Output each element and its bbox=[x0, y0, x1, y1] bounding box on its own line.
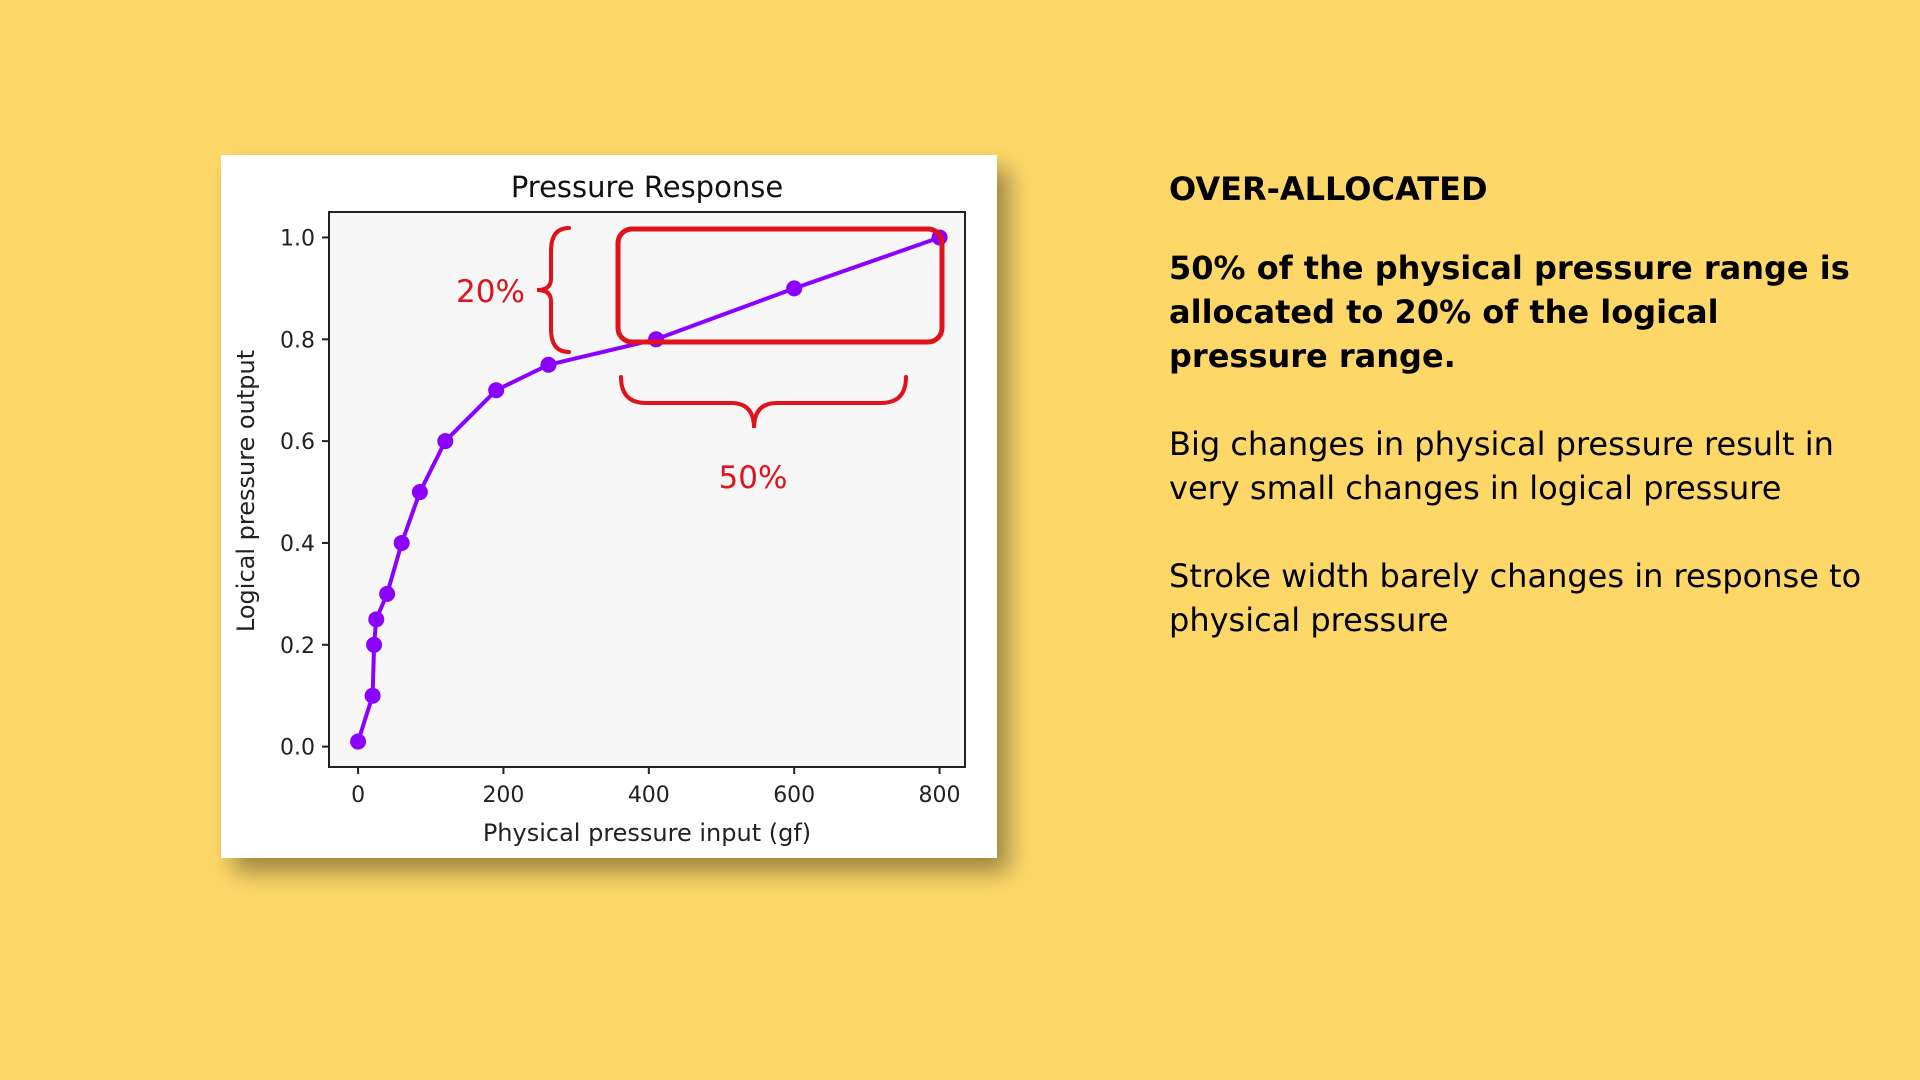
panel-heading: OVER-ALLOCATED bbox=[1169, 170, 1488, 208]
data-point bbox=[540, 356, 557, 373]
data-point bbox=[488, 382, 505, 399]
panel-bold-paragraph: 50% of the physical pressure range is al… bbox=[1169, 249, 1850, 375]
pressure-response-chart: Pressure Response 0 200 400 600 800 0.0 0.2 0.4… bbox=[232, 170, 966, 847]
y-tick-label: 0.0 bbox=[280, 736, 315, 761]
y-tick-label: 1.0 bbox=[280, 226, 315, 251]
panel-paragraph-1: Big changes in physical pressure result … bbox=[1169, 425, 1834, 507]
horizontal-brace bbox=[619, 375, 908, 429]
y-axis-label: Logical pressure output bbox=[232, 350, 260, 632]
data-point bbox=[366, 636, 383, 653]
x-tick-label: 600 bbox=[773, 783, 815, 808]
x-axis-label: Physical pressure input (gf) bbox=[483, 819, 811, 847]
plot-area bbox=[328, 211, 966, 768]
x-tick-label: 800 bbox=[919, 783, 961, 808]
data-point bbox=[364, 687, 381, 704]
x-tick-label: 400 bbox=[628, 783, 670, 808]
text-panel: OVER-ALLOCATED 50% of the physical press… bbox=[1169, 168, 1869, 686]
vertical-brace bbox=[536, 226, 571, 354]
panel-paragraph-2: Stroke width barely changes in response … bbox=[1169, 557, 1862, 639]
data-point bbox=[368, 611, 385, 628]
data-point bbox=[437, 433, 454, 450]
data-point bbox=[411, 484, 428, 501]
data-point bbox=[786, 280, 803, 297]
x-tick-label: 200 bbox=[482, 783, 524, 808]
y-tick-label: 0.2 bbox=[280, 634, 315, 659]
y-tick-label: 0.8 bbox=[280, 328, 315, 353]
chart-title: Pressure Response bbox=[511, 170, 783, 204]
data-point bbox=[350, 733, 367, 750]
highlight-box bbox=[615, 226, 945, 345]
y-tick-label: 0.6 bbox=[280, 430, 315, 455]
x-tick-label: 0 bbox=[351, 783, 365, 808]
vertical-brace-label: 20% bbox=[456, 274, 525, 310]
data-point bbox=[648, 331, 665, 348]
data-point bbox=[379, 585, 396, 602]
y-tick-label: 0.4 bbox=[280, 532, 315, 557]
chart-card: Pressure Response 0 200 400 600 800 0.0 0.2 0.4… bbox=[221, 155, 997, 858]
horizontal-brace-label: 50% bbox=[719, 460, 788, 496]
data-point bbox=[393, 534, 410, 551]
